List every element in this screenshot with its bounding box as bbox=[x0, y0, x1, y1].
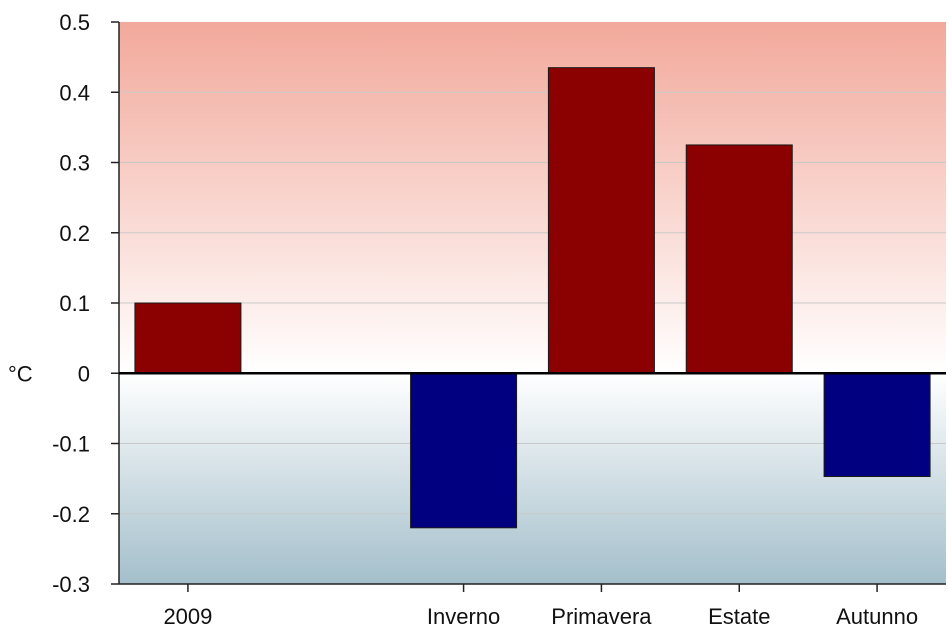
bar bbox=[410, 372, 518, 529]
bar bbox=[547, 67, 655, 374]
cool-background bbox=[119, 373, 946, 584]
x-tick-labels: 2009 Inverno Primavera Estate Autunno bbox=[163, 604, 918, 629]
y-tick-label: 0.3 bbox=[59, 151, 90, 176]
gridlines bbox=[119, 91, 946, 515]
y-tick-label: 0.4 bbox=[59, 80, 90, 105]
y-tick-label: 0.5 bbox=[59, 10, 90, 35]
y-tick-label: 0.1 bbox=[59, 291, 90, 316]
bar bbox=[685, 144, 793, 374]
y-tick-label: -0.1 bbox=[52, 432, 90, 457]
bar bbox=[134, 302, 242, 374]
x-tick-label: Estate bbox=[708, 604, 770, 629]
bar bbox=[823, 372, 931, 478]
x-tick-label: Inverno bbox=[427, 604, 500, 629]
y-tick-label: 0 bbox=[78, 361, 90, 386]
x-tick-label: Autunno bbox=[836, 604, 918, 629]
x-tick-label: 2009 bbox=[163, 604, 212, 629]
axes bbox=[111, 21, 946, 592]
y-unit-label: °C bbox=[8, 361, 33, 386]
y-tick-labels: 0.5 0.4 0.3 0.2 0.1 0 -0.1 -0.2 -0.3 bbox=[52, 10, 90, 597]
x-tick-label: Primavera bbox=[551, 604, 652, 629]
y-tick-label: 0.2 bbox=[59, 221, 90, 246]
y-tick-label: -0.3 bbox=[52, 572, 90, 597]
y-tick-label: -0.2 bbox=[52, 502, 90, 527]
warm-background bbox=[119, 22, 946, 374]
bars bbox=[134, 67, 931, 529]
